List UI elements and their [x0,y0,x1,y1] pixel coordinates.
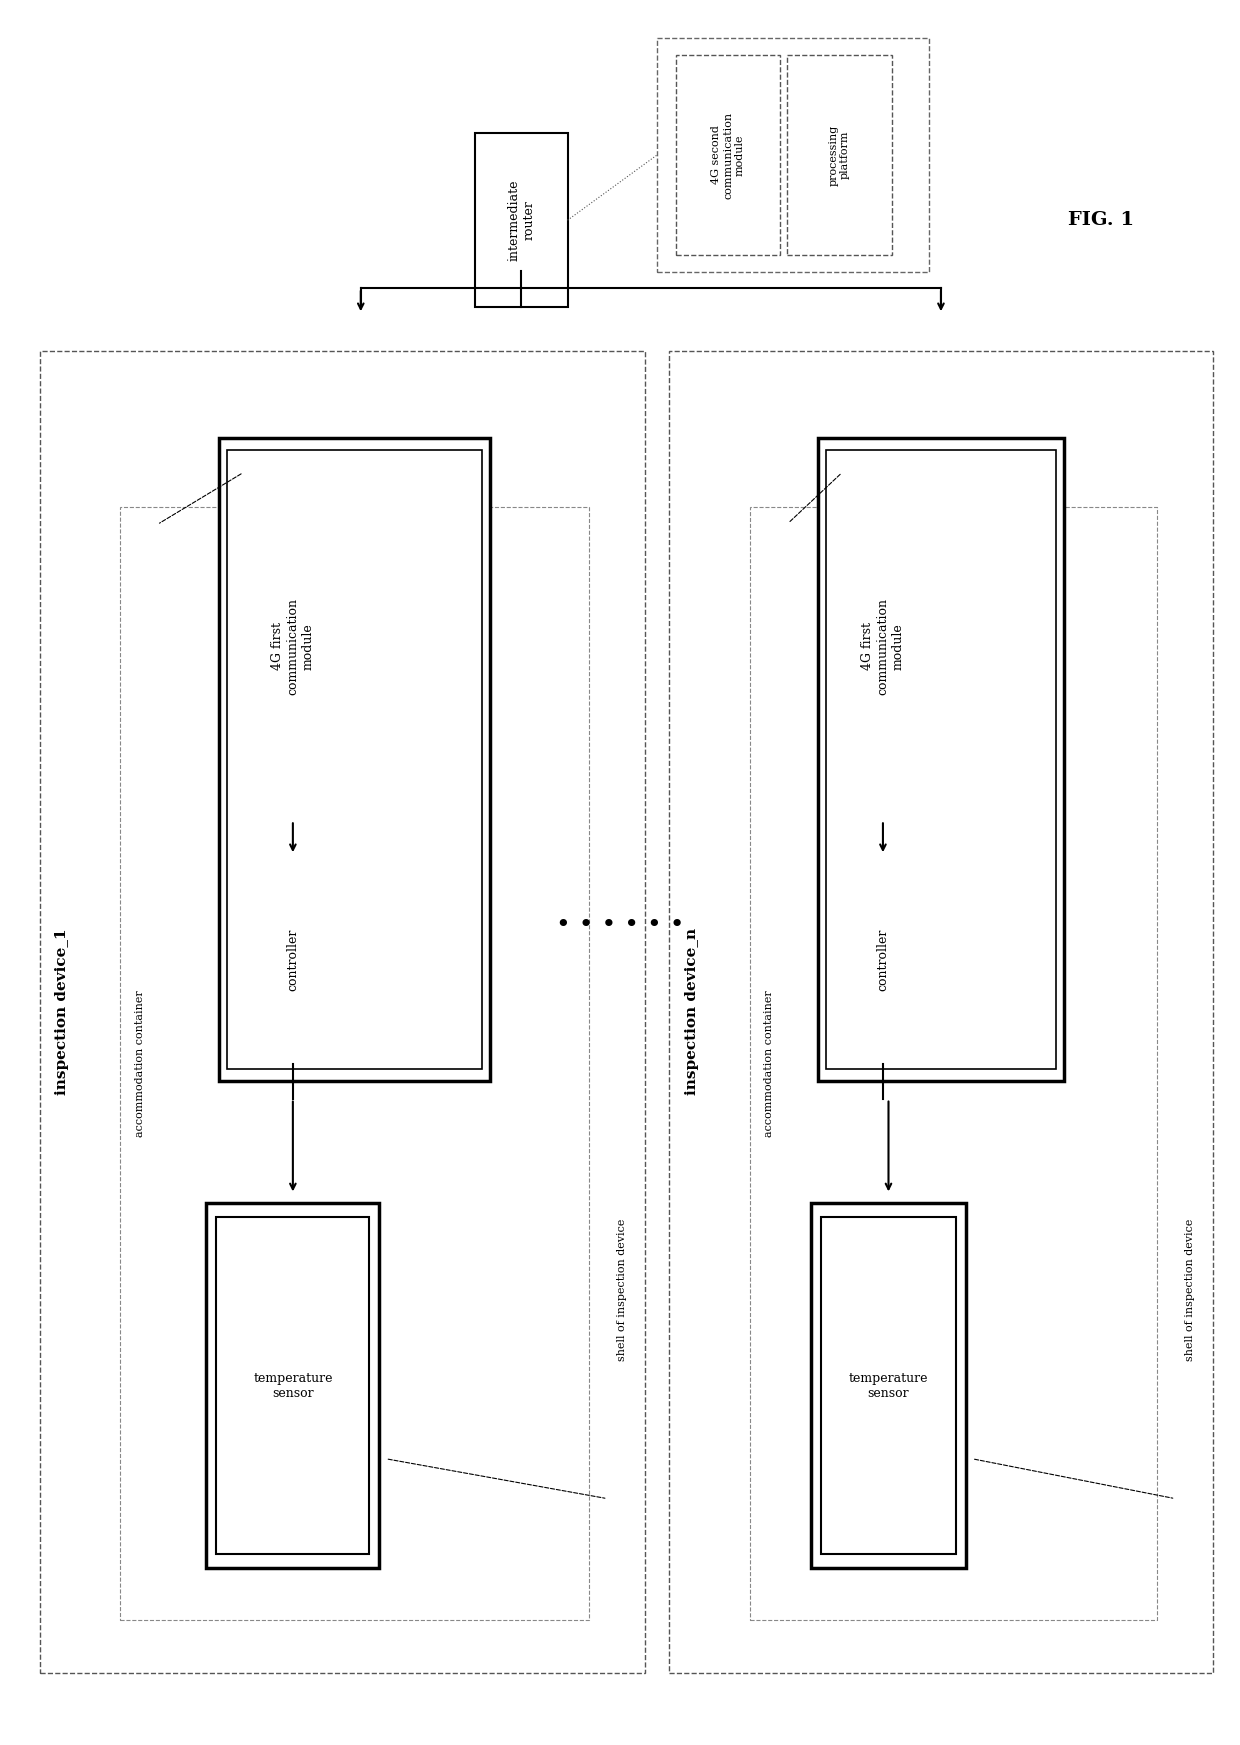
Bar [120,508,589,1621]
Text: temperature
sensor: temperature sensor [848,1372,929,1399]
Bar [670,351,1213,1673]
Text: • • • • • •: • • • • • • [556,913,684,937]
Text: shell of inspection device: shell of inspection device [1185,1218,1195,1361]
Bar [231,855,355,1064]
Text: 4G second
communication
module: 4G second communication module [712,112,744,199]
Text: inspection device_n: inspection device_n [684,928,698,1096]
Text: accommodation container: accommodation container [135,991,145,1138]
Text: 4G first
communication
module: 4G first communication module [272,599,315,695]
Bar [231,473,355,820]
Bar [218,438,490,1082]
Text: FIG. 1: FIG. 1 [1069,211,1135,229]
Bar [676,54,780,255]
Bar [750,508,1157,1621]
Bar [821,1216,956,1555]
Text: processing
platform: processing platform [828,124,849,185]
Bar [811,1202,966,1569]
Bar [827,473,939,820]
Text: 4G first
communication
module: 4G first communication module [862,599,904,695]
Text: inspection device_1: inspection device_1 [55,928,69,1094]
Bar [216,1216,370,1555]
Bar [657,38,929,272]
Bar [826,450,1055,1070]
Bar [207,1202,379,1569]
Text: intermediate
router: intermediate router [507,180,536,262]
Bar [827,855,939,1064]
Text: controller: controller [286,928,299,991]
Text: accommodation container: accommodation container [764,991,774,1138]
Bar [227,450,482,1070]
Text: shell of inspection device: shell of inspection device [618,1218,627,1361]
Text: temperature
sensor: temperature sensor [253,1372,332,1399]
Bar [817,438,1064,1082]
Bar [786,54,892,255]
Text: controller: controller [877,928,889,991]
Bar [40,351,645,1673]
Bar [475,133,568,307]
